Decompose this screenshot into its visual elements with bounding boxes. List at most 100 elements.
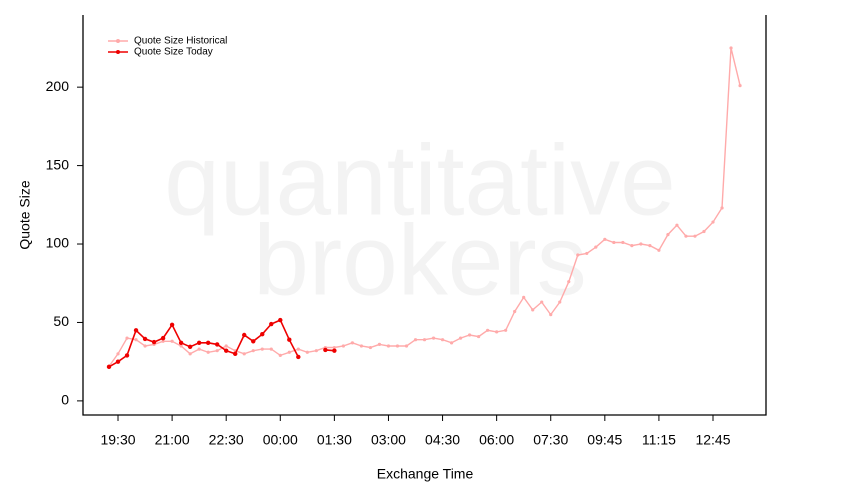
data-point: [124, 353, 130, 358]
data-point: [495, 330, 499, 334]
data-point: [440, 338, 445, 342]
data-point: [215, 349, 219, 353]
legend-point: [116, 50, 120, 54]
data-point: [504, 328, 508, 332]
data-point: [377, 342, 382, 347]
data-point: [179, 344, 183, 348]
data-point: [549, 313, 553, 317]
data-point: [468, 333, 472, 337]
data-point: [738, 83, 742, 88]
data-point: [368, 345, 373, 350]
data-point: [522, 295, 526, 299]
data-point: [233, 351, 238, 357]
data-point: [594, 245, 598, 249]
data-point: [242, 352, 246, 356]
y-tick-label: 100: [46, 235, 70, 251]
data-point: [206, 350, 210, 354]
plot-frame: [82, 15, 767, 416]
y-axis-title: Quote Size: [17, 180, 33, 249]
data-point: [260, 332, 265, 337]
data-point: [188, 352, 192, 356]
x-tick-label: 22:30: [209, 432, 244, 448]
data-point: [332, 348, 337, 353]
data-point: [431, 336, 436, 340]
x-tick-label: 19:30: [100, 432, 135, 448]
watermark: brokers: [253, 204, 586, 316]
data-point: [693, 234, 697, 238]
data-point: [657, 248, 661, 252]
data-point: [223, 348, 229, 353]
data-point: [224, 344, 228, 348]
data-point: [341, 344, 345, 348]
data-point: [477, 334, 481, 339]
data-point: [675, 223, 679, 227]
x-tick-label: 01:30: [317, 432, 352, 448]
data-point: [214, 342, 220, 347]
data-point: [314, 349, 318, 353]
data-point: [160, 335, 166, 341]
data-point: [666, 233, 670, 237]
data-point: [684, 234, 688, 238]
data-point: [197, 347, 201, 351]
data-point: [251, 349, 255, 353]
data-point: [540, 300, 544, 304]
data-point: [205, 340, 211, 346]
data-point: [143, 344, 147, 348]
data-point: [449, 341, 454, 345]
data-point: [178, 340, 184, 346]
x-tick-label: 04:30: [425, 432, 460, 448]
data-point: [269, 321, 274, 327]
data-point: [287, 337, 292, 342]
data-point: [648, 243, 652, 248]
data-point: [404, 344, 409, 348]
y-tick-label: 150: [46, 156, 70, 172]
data-point: [567, 280, 571, 284]
data-point: [161, 339, 165, 343]
data-point: [169, 322, 175, 328]
watermark: quantitative: [164, 124, 675, 236]
data-point: [486, 328, 490, 332]
data-point: [350, 341, 355, 345]
data-point: [115, 359, 121, 364]
data-point: [278, 317, 283, 323]
y-tick-label: 0: [61, 392, 69, 408]
data-point: [702, 229, 706, 234]
legend-label: Quote Size Historical: [134, 36, 227, 47]
data-point: [125, 336, 129, 340]
x-axis-title: Exchange Time: [377, 466, 474, 482]
data-point: [531, 308, 535, 312]
data-point: [413, 338, 418, 342]
data-point: [151, 339, 157, 345]
data-point: [323, 347, 328, 353]
data-point: [720, 206, 724, 210]
data-point: [576, 253, 580, 257]
data-point: [134, 338, 138, 342]
data-point: [558, 300, 562, 304]
x-tick-label: 03:00: [371, 432, 406, 448]
data-point: [359, 344, 364, 348]
legend-point: [116, 39, 120, 43]
data-point: [585, 251, 589, 256]
x-tick-label: 11:15: [642, 432, 676, 448]
data-point: [170, 339, 174, 343]
data-point: [458, 336, 463, 340]
legend-label: Quote Size Today: [134, 47, 213, 58]
x-tick-label: 09:45: [587, 432, 622, 448]
data-point: [196, 340, 202, 346]
x-tick-label: 00:00: [263, 432, 298, 448]
y-tick-label: 50: [53, 313, 69, 329]
data-point: [386, 344, 391, 348]
data-point: [269, 347, 273, 351]
data-point: [187, 344, 193, 349]
data-point: [287, 350, 291, 354]
data-point: [296, 347, 300, 351]
x-tick-label: 12:45: [695, 432, 730, 448]
series-line: [108, 319, 335, 368]
data-point: [612, 240, 616, 245]
data-point: [639, 242, 643, 246]
x-tick-label: 07:30: [533, 432, 568, 448]
data-point: [711, 220, 715, 224]
data-point: [296, 354, 301, 360]
